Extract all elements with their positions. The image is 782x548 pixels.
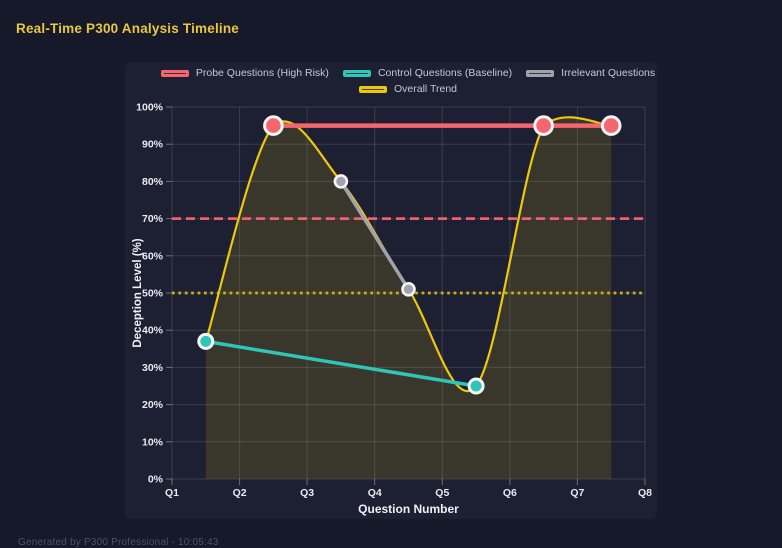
legend-swatch: [160, 69, 189, 77]
data-point[interactable]: [401, 282, 416, 297]
x-axis-title: Question Number: [358, 502, 459, 516]
legend-swatch: [342, 69, 371, 77]
legend-swatch: [526, 69, 555, 77]
page-title: Real-Time P300 Analysis Timeline: [16, 21, 240, 36]
data-point[interactable]: [600, 115, 622, 136]
y-tick-label: 80%: [142, 176, 164, 188]
y-tick-label: 90%: [142, 139, 164, 151]
legend-label: Probe Questions (High Risk): [195, 67, 329, 79]
timeline-chart: Q1 Q2 Q3 Q4 Q5 Q6 Q7 Q8 0% 10% 20% 30% 40% 50% 60% 70% 8…: [132, 102, 652, 517]
y-tick-label: 40%: [142, 325, 164, 337]
x-tick-label: Q6: [503, 487, 517, 499]
chart-legend: Probe Questions (High Risk) Control Quest…: [160, 67, 655, 95]
data-point[interactable]: [533, 115, 554, 136]
x-tick-label: Q1: [165, 487, 179, 499]
series-line-control-questions-baseline: [204, 339, 478, 388]
y-tick-label: 0%: [148, 474, 164, 486]
data-point[interactable]: [197, 332, 215, 350]
x-tick-label: Q7: [570, 487, 584, 499]
series-line-irrelevant-questions: [339, 179, 411, 292]
legend-item-irrelevant-questions[interactable]: Irrelevant Questions: [526, 67, 655, 79]
x-tick-label: Q4: [368, 487, 382, 499]
y-tick-label: 20%: [142, 399, 164, 411]
legend-label: Control Questions (Baseline): [377, 67, 513, 79]
legend-label: Overall Trend: [393, 83, 458, 95]
legend-row: Overall Trend: [358, 83, 458, 95]
y-tick-label: 60%: [142, 250, 164, 262]
y-tick-label: 10%: [142, 436, 164, 448]
legend-row: Probe Questions (High Risk) Control Quest…: [160, 67, 655, 79]
x-tick-label: Q3: [300, 487, 314, 499]
y-axis-title: Deception Level (%): [132, 238, 144, 347]
x-tick-label: Q5: [435, 487, 449, 499]
y-tick-label: 50%: [142, 288, 164, 300]
footer-note: Generated by P300 Professional - 10:05:4…: [18, 537, 219, 548]
legend-item-probe-questions-high-risk[interactable]: Probe Questions (High Risk): [160, 67, 329, 79]
data-point[interactable]: [263, 115, 284, 136]
y-tick-label: 30%: [142, 362, 164, 374]
y-tick-label: 70%: [142, 213, 164, 225]
x-tick-label: Q2: [233, 487, 247, 499]
legend-swatch: [358, 85, 387, 93]
trend-area-fill: [205, 117, 612, 480]
legend-item-overall-trend[interactable]: Overall Trend: [358, 83, 458, 95]
y-tick-label: 100%: [136, 102, 164, 114]
chart-panel: Probe Questions (High Risk) Control Quest…: [125, 62, 657, 519]
data-point[interactable]: [467, 377, 485, 395]
legend-item-control-questions-baseline[interactable]: Control Questions (Baseline): [342, 67, 513, 79]
legend-label: Irrelevant Questions: [561, 67, 656, 79]
x-tick-label: Q8: [638, 487, 652, 499]
data-point[interactable]: [333, 174, 349, 189]
